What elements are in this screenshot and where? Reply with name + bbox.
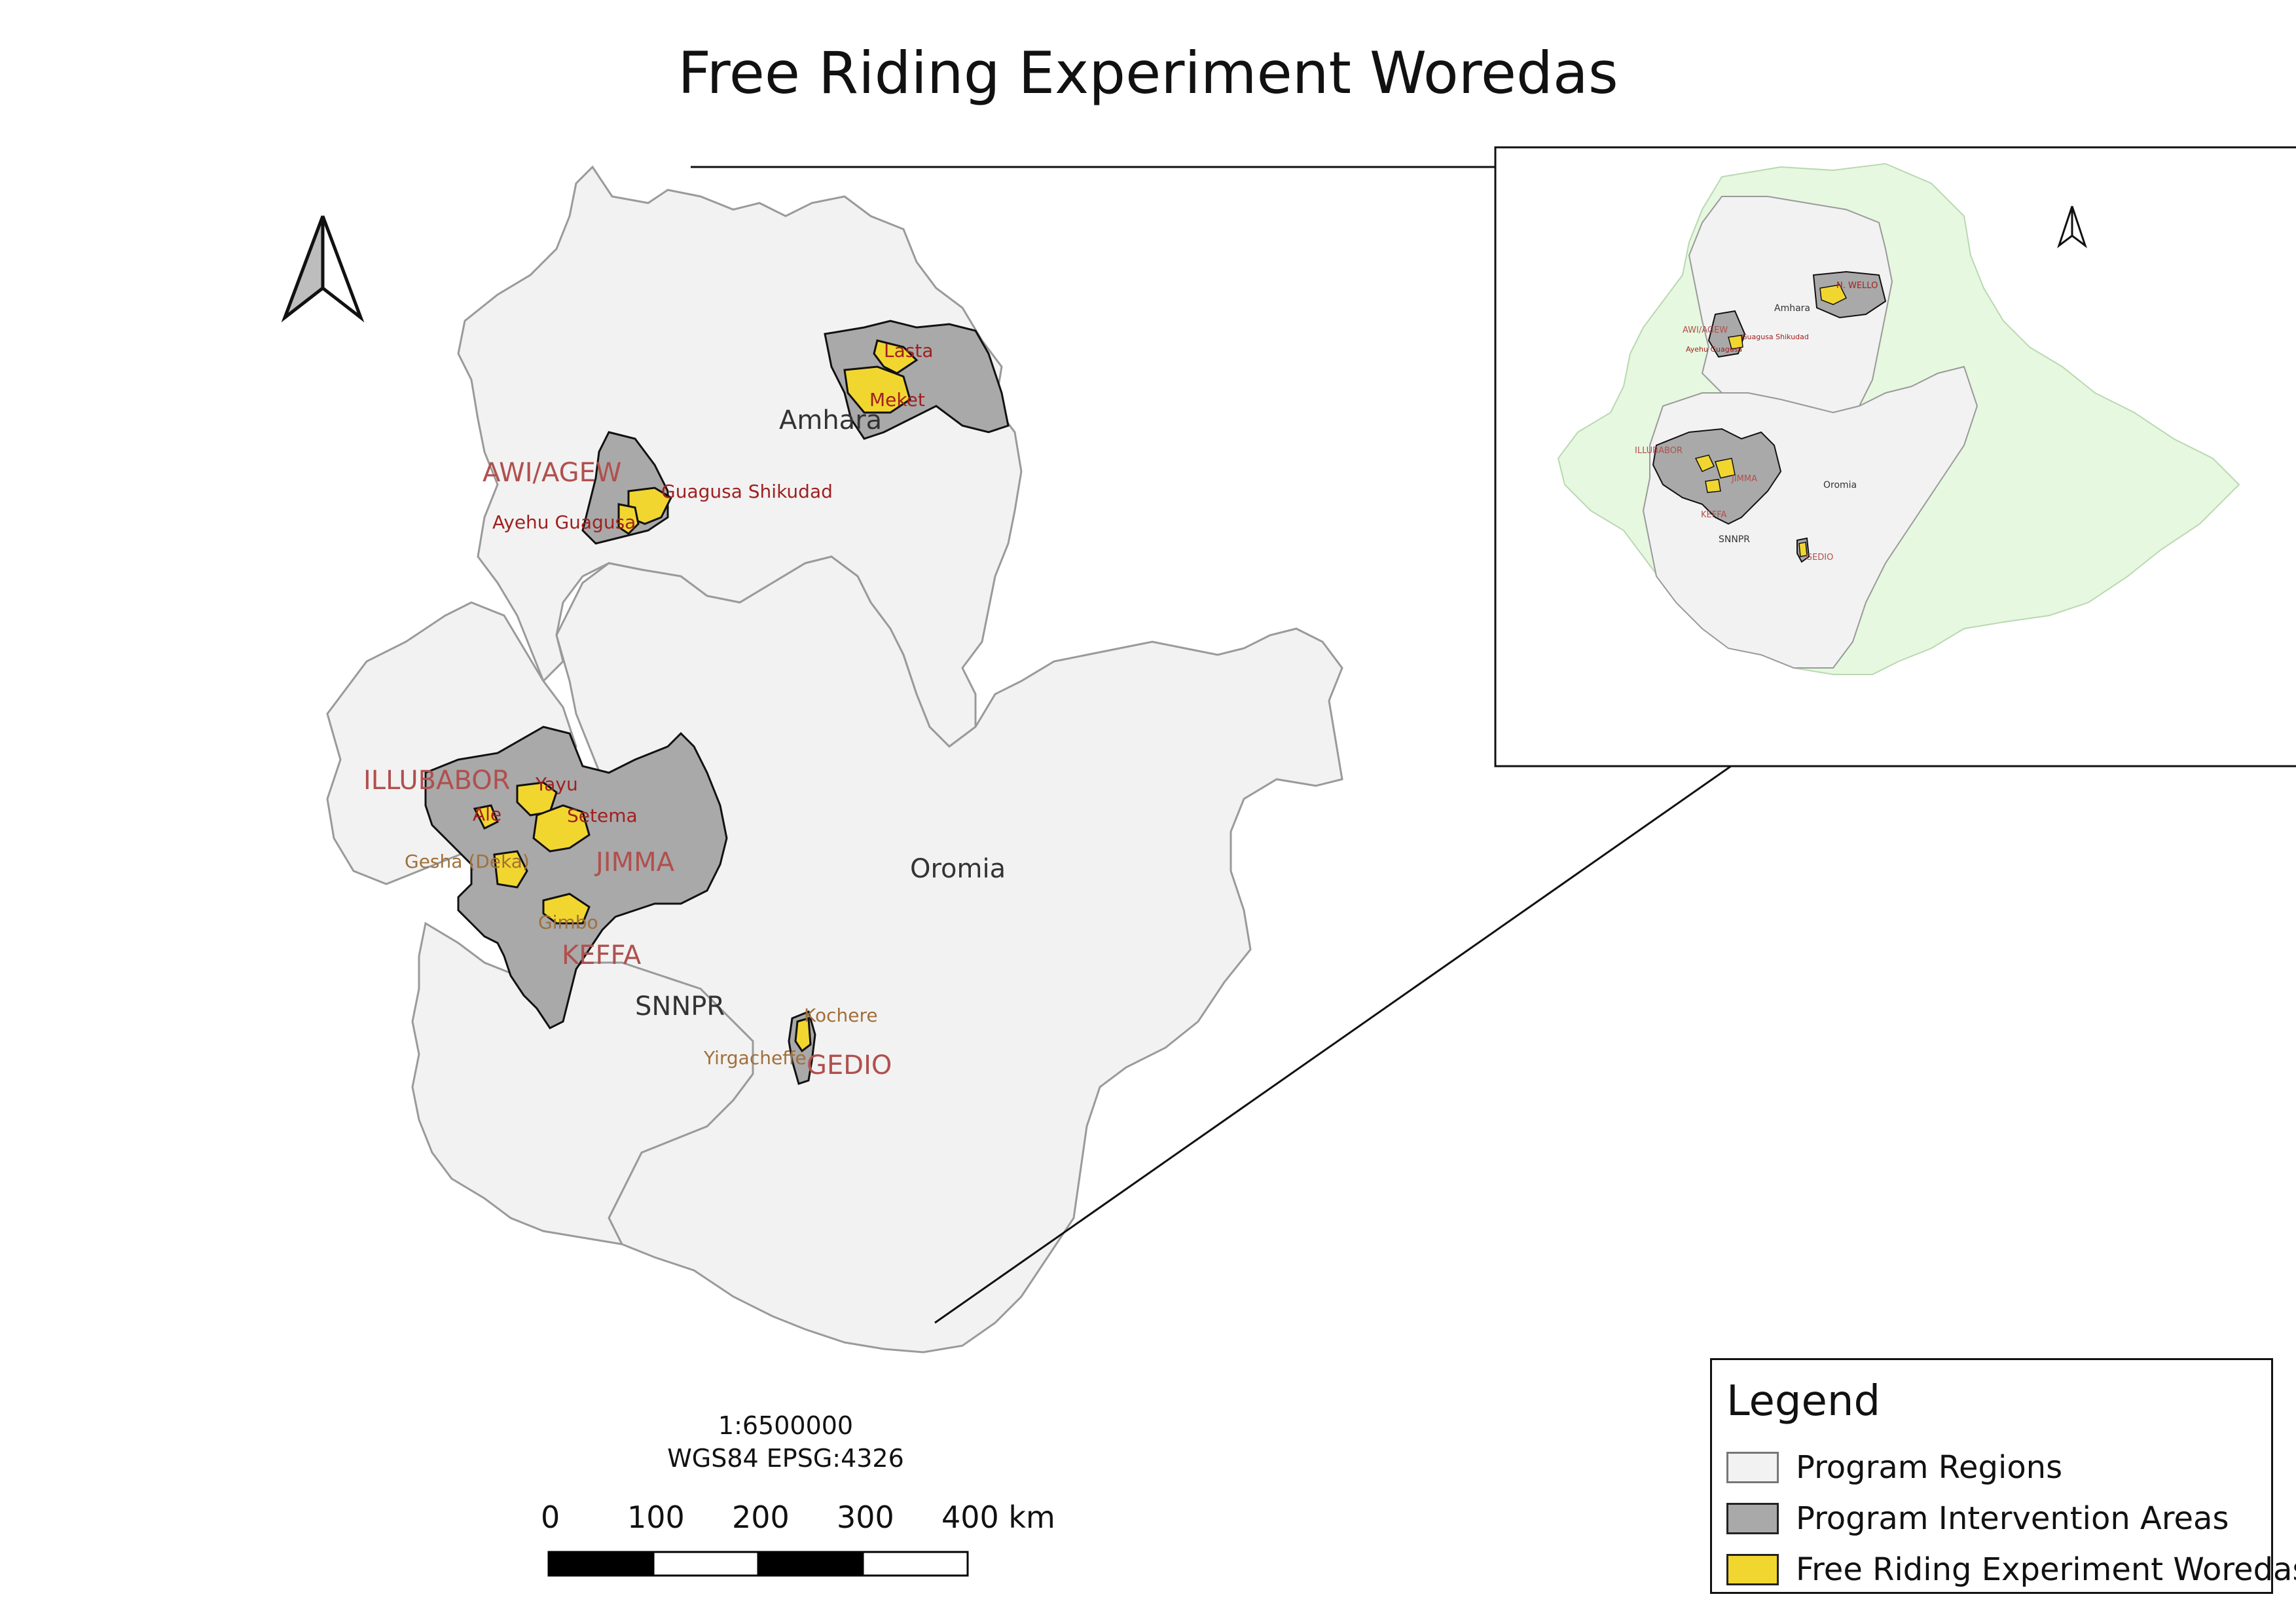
inset-map: N. WELLO Amhara AWI/AGEW Guagusa Shikuda… — [1494, 146, 2296, 767]
label-woreda-kochere: Kochere — [804, 1005, 878, 1026]
inset-label-wello: N. WELLO — [1836, 281, 1878, 291]
label-zone-gedio: GEDIO — [807, 1050, 892, 1080]
map-title: Free Riding Experiment Woredas — [678, 39, 1618, 107]
woreda-gimbo[interactable] — [542, 893, 591, 925]
legend-item-regions: Program Regions — [1726, 1449, 2062, 1486]
label-zone-keffa: KEFFA — [562, 940, 642, 970]
legend-swatch-regions — [1726, 1452, 1779, 1483]
inset-woreda-gedio — [1798, 542, 1808, 557]
inset-label-jimma: JIMMA — [1731, 474, 1757, 484]
inset-label-awi: AWI/AGEW — [1683, 325, 1728, 335]
legend: Legend Program Regions Program Intervent… — [1710, 1358, 2296, 1594]
woreda-meket[interactable] — [843, 365, 911, 414]
label-woreda-gesha: Gesha (Deka) — [405, 851, 530, 872]
scale-seg-3 — [757, 1551, 864, 1577]
woreda-setema[interactable] — [532, 804, 591, 853]
scale-seg-1 — [547, 1551, 655, 1577]
woreda-kochere[interactable] — [794, 1017, 812, 1053]
inset-label-snnpr: SNNPR — [1719, 534, 1750, 545]
scale-tick-300: 300 — [837, 1500, 894, 1535]
legend-swatch-intervention — [1726, 1503, 1779, 1534]
label-woreda-meket: Meket — [869, 389, 925, 411]
legend-label-intervention: Program Intervention Areas — [1796, 1500, 2229, 1537]
program-regions — [326, 165, 1343, 1354]
connector-line-bottom — [934, 657, 1886, 1324]
inset-label-oromia: Oromia — [1823, 480, 1857, 490]
woreda-ale[interactable] — [473, 804, 499, 830]
legend-title: Legend — [1726, 1377, 1881, 1426]
region-snnpr[interactable] — [411, 921, 754, 1246]
legend-label-woredas: Free Riding Experiment Woredas — [1796, 1551, 2296, 1588]
label-woreda-ale: Ale — [473, 803, 501, 825]
scale-seg-2 — [652, 1551, 759, 1577]
scale-ratio: 1:6500000 — [718, 1411, 854, 1440]
inset-intervention-illubabor-jimma — [1652, 428, 1782, 525]
inset-woreda-jimma-1 — [1694, 454, 1715, 472]
label-oromia: Oromia — [910, 854, 1006, 884]
experiment-woredas — [473, 339, 919, 1053]
intervention-illubabor-jimma[interactable] — [424, 726, 728, 1029]
inset-north-arrow-icon — [2057, 206, 2087, 249]
inset-label-ayehu: Ayehu Guagusa — [1686, 345, 1742, 354]
scale-bar — [547, 1551, 969, 1577]
inset-woreda-awi — [1728, 335, 1743, 350]
legend-item-woredas: Free Riding Experiment Woredas — [1726, 1551, 2296, 1588]
label-zone-awi: AWI/AGEW — [483, 458, 621, 488]
scale-tick-200: 200 — [732, 1500, 790, 1535]
label-woreda-ayehu: Ayehu Guagusa — [492, 511, 636, 533]
legend-label-regions: Program Regions — [1796, 1449, 2063, 1486]
scale-crs: WGS84 EPSG:4326 — [667, 1444, 904, 1473]
inset-label-guagusa: Guagusa Shikudad — [1741, 333, 1809, 341]
label-woreda-setema: Setema — [567, 805, 638, 826]
inset-label-amhara: Amhara — [1774, 303, 1810, 314]
woreda-ayehu[interactable] — [617, 503, 640, 535]
label-woreda-guagusa: Guagusa Shikudad — [661, 481, 833, 502]
inset-woreda-wello — [1819, 284, 1848, 305]
label-woreda-yayu: Yayu — [535, 773, 578, 795]
label-zone-illubabor: ILLUBABOR — [363, 766, 510, 796]
inset-intervention-wello — [1812, 270, 1887, 319]
scale-seg-4 — [862, 1551, 969, 1577]
inset-label-illubabor: ILLUBABOR — [1635, 446, 1683, 456]
legend-swatch-woredas — [1726, 1554, 1779, 1585]
label-snnpr: SNNPR — [635, 991, 725, 1022]
inset-woreda-jimma-2 — [1715, 458, 1736, 479]
woreda-gesha[interactable] — [493, 850, 528, 889]
scale-tick-100: 100 — [627, 1500, 685, 1535]
label-zone-jimma: JIMMA — [594, 847, 675, 877]
scale-tick-400: 400 km — [941, 1500, 1055, 1535]
legend-item-intervention: Program Intervention Areas — [1726, 1500, 2229, 1537]
inset-label-gedio: GEDIO — [1806, 553, 1833, 563]
inset-woreda-jimma-3 — [1705, 479, 1721, 493]
label-woreda-gimbo: Gimbo — [538, 912, 598, 933]
inset-label-keffa: KEFFA — [1701, 510, 1727, 520]
label-amhara: Amhara — [779, 405, 882, 435]
north-arrow-icon — [281, 215, 365, 323]
label-woreda-lasta: Lasta — [884, 340, 933, 361]
label-woreda-yirgacheffe: Yirgacheffe — [703, 1047, 807, 1069]
scale-tick-0: 0 — [541, 1500, 560, 1535]
